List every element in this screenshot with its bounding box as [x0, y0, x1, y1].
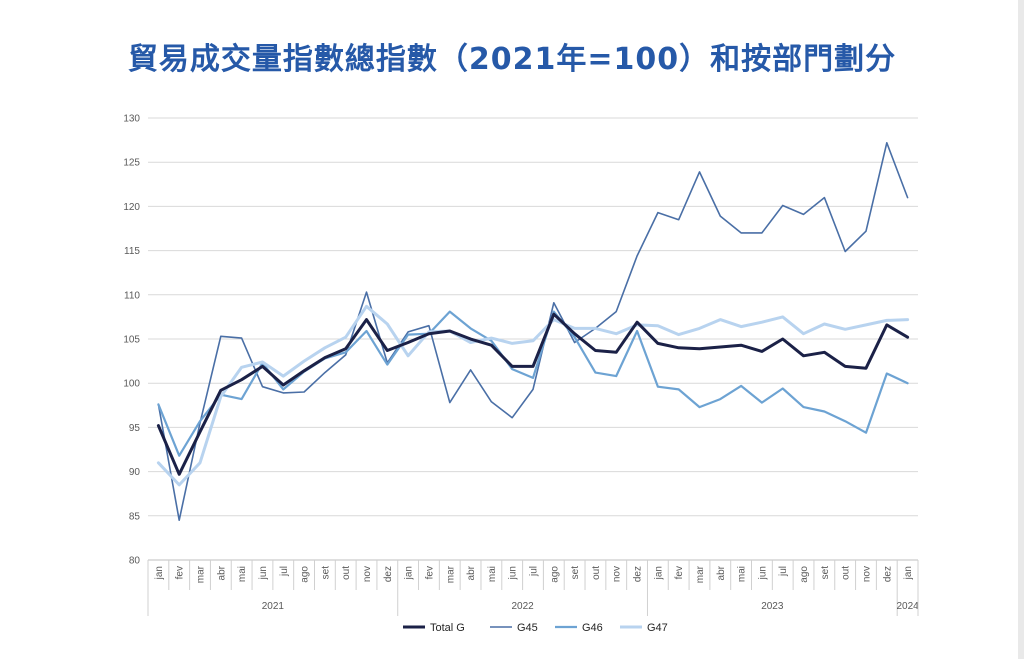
gridlines: [148, 117, 918, 561]
x-tick-label: mar: [196, 565, 207, 583]
y-tick-label: 105: [123, 335, 140, 346]
y-axis: 80 85 90 95 100 105 110 115 120 125 130: [123, 114, 140, 567]
y-tick-label: 120: [123, 202, 140, 213]
legend-label: G47: [647, 622, 668, 634]
year-label: 2023: [761, 601, 784, 612]
x-tick-label: jun: [258, 566, 269, 580]
window-right-edge: [1018, 0, 1024, 659]
y-tick-label: 115: [124, 246, 140, 257]
y-tick-label: 90: [129, 467, 141, 478]
year-label: 2024: [896, 601, 919, 612]
x-tick-label: dez: [882, 566, 893, 582]
x-tick-label: dez: [383, 566, 394, 582]
legend-label: G46: [582, 622, 603, 634]
series-lines: [156, 142, 910, 522]
x-tick-label: nov: [612, 566, 623, 582]
x-tick-label: jul: [778, 566, 789, 577]
x-tick-label: ago: [300, 566, 311, 583]
x-tick-label: nov: [861, 566, 872, 582]
y-tick-label: 85: [129, 511, 141, 522]
x-tick-label: fev: [424, 566, 435, 579]
x-tick-label: abr: [216, 565, 227, 580]
x-tick-label: mai: [737, 566, 748, 582]
x-tick-label: mai: [237, 566, 248, 582]
y-tick-label: 100: [123, 379, 140, 390]
x-tick-label: jan: [404, 566, 415, 580]
x-tick-label: set: [820, 566, 831, 580]
y-tick-label: 80: [129, 556, 141, 567]
series-line-g46: [157, 310, 909, 457]
year-label: 2021: [262, 601, 285, 612]
legend: Total G G45 G46 G47: [403, 622, 668, 634]
y-tick-label: 130: [123, 114, 140, 125]
x-tick-label: ago: [799, 566, 810, 583]
chart-title: 貿易成交量指數總指數（2021年=100）和按部門劃分: [127, 42, 897, 77]
y-tick-label: 125: [123, 158, 140, 169]
year-label: 2022: [511, 601, 534, 612]
x-tick-label: ago: [549, 566, 560, 583]
x-tick-label: jun: [757, 566, 768, 580]
series-line-total-g: [156, 312, 910, 476]
x-tick-label: abr: [716, 565, 727, 580]
series-line-g47: [156, 304, 910, 487]
x-tick-label: mai: [487, 566, 498, 582]
x-tick-label: out: [341, 566, 352, 580]
x-tick-label: fev: [175, 566, 186, 579]
x-tick-label: fev: [674, 566, 685, 579]
x-tick-label: mar: [695, 565, 706, 583]
x-axis: jan fev mar abr mai jun jul ago set out nov dez jan f…: [147, 560, 919, 616]
x-tick-label: jan: [154, 566, 165, 580]
x-tick-label: jun: [508, 566, 519, 580]
y-tick-label: 110: [124, 290, 140, 301]
x-tick-label: out: [841, 566, 852, 580]
series-line-g45: [157, 142, 909, 522]
x-tick-label: nov: [362, 566, 373, 582]
x-tick-label: dez: [633, 566, 644, 582]
legend-label: G45: [517, 622, 538, 634]
x-tick-label: jul: [279, 566, 290, 577]
x-tick-label: set: [570, 566, 581, 580]
x-tick-label: set: [320, 566, 331, 580]
y-tick-label: 95: [129, 423, 141, 434]
x-tick-label: jan: [903, 566, 914, 580]
x-tick-label: abr: [466, 565, 477, 580]
x-tick-label: mar: [445, 565, 456, 583]
x-tick-label: jul: [529, 566, 540, 577]
legend-label: Total G: [430, 622, 465, 634]
x-tick-label: jan: [653, 566, 664, 580]
x-tick-label: out: [591, 566, 602, 580]
